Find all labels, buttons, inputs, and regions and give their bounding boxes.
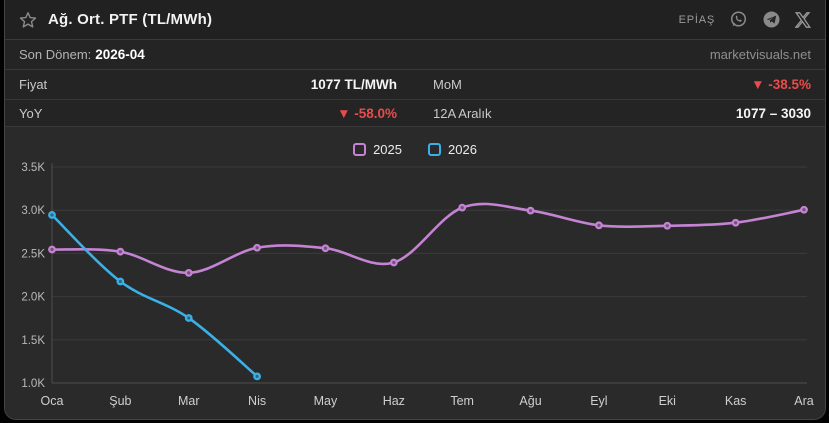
watermark-link[interactable]: marketvisuals.net <box>709 47 811 62</box>
subheader-row: Son Dönem: 2026-04 marketvisuals.net <box>5 40 825 70</box>
data-point-center <box>528 209 533 213</box>
yoy-value: ▼ -58.0% <box>337 105 397 121</box>
data-point-center <box>50 247 54 252</box>
data-point-center <box>187 271 191 275</box>
y-axis-tick: 3.5K <box>21 162 45 174</box>
legend-item-2026[interactable]: 2026 <box>428 142 477 157</box>
stats-row-1: Fiyat 1077 TL/MWh MoM ▼ -38.5% <box>5 70 825 100</box>
chart-panel: 2025 2026 1.0K 1.5K 2.0K 2.5K 3.0K 3.5K Oca Şub M… <box>5 127 825 419</box>
x-axis-label: Ağu <box>519 394 541 408</box>
stats-row-2: YoY ▼ -58.0% 12A Aralık 1077 – 3030 <box>5 100 825 127</box>
data-point-center <box>255 246 259 250</box>
source-label: EPİAŞ <box>678 13 715 26</box>
x-axis-label: Şub <box>109 394 131 408</box>
data-point-center <box>118 279 122 284</box>
data-point-center <box>734 221 738 225</box>
mom-label: MoM <box>433 77 462 92</box>
legend-label: 2026 <box>448 142 477 157</box>
range-label: 12A Aralık <box>433 105 492 121</box>
x-axis-label: Mar <box>178 394 200 408</box>
x-axis-label: Nis <box>248 394 266 408</box>
chart-svg[interactable]: 1.0K 1.5K 2.0K 2.5K 3.0K 3.5K Oca Şub Mar Nis May H… <box>5 157 826 419</box>
range-value: 1077 – 3030 <box>735 105 811 121</box>
data-point-center <box>323 246 328 250</box>
data-point-center <box>255 374 259 378</box>
chart-legend: 2025 2026 <box>5 127 825 157</box>
data-point-center <box>665 224 669 228</box>
legend-label: 2025 <box>373 142 402 157</box>
last-period-value: 2026-04 <box>95 47 145 62</box>
data-point-center <box>187 316 191 320</box>
x-axis-label: Tem <box>450 394 474 408</box>
telegram-share-icon[interactable] <box>762 10 781 29</box>
price-label: Fiyat <box>19 77 48 92</box>
series-line-2025 <box>50 202 806 275</box>
x-axis-label: Eyl <box>590 394 607 408</box>
data-point-center <box>118 250 122 254</box>
last-period-label: Son Dönem: <box>19 47 92 62</box>
x-axis-label: Eki <box>659 394 676 408</box>
series-line-2026 <box>50 213 259 378</box>
y-axis-tick: 2.0K <box>21 292 45 304</box>
y-axis-tick: 1.5K <box>21 335 45 347</box>
mom-value: ▼ -38.5% <box>751 77 811 92</box>
yoy-label: YoY <box>19 105 43 121</box>
x-axis-label: May <box>314 394 338 408</box>
card-header: Ağ. Ort. PTF (TL/MWh) EPİAŞ <box>5 0 825 40</box>
data-point-center <box>50 213 54 217</box>
y-axis-tick: 2.5K <box>21 248 45 260</box>
favorite-star-icon[interactable] <box>19 11 37 29</box>
data-point-center <box>802 208 806 212</box>
data-point-center <box>392 260 396 265</box>
x-axis-label: Kas <box>725 394 747 408</box>
legend-swatch-icon <box>428 143 441 156</box>
y-axis-tick: 3.0K <box>21 205 45 217</box>
last-period: Son Dönem: 2026-04 <box>19 47 145 62</box>
x-twitter-icon[interactable] <box>795 11 811 28</box>
data-point-center <box>460 206 464 210</box>
legend-item-2025[interactable]: 2025 <box>353 142 402 157</box>
page-title: Ağ. Ort. PTF (TL/MWh) <box>48 11 213 28</box>
price-value: 1077 TL/MWh <box>310 77 397 92</box>
chart-card: Ağ. Ort. PTF (TL/MWh) EPİAŞ <box>4 0 826 420</box>
x-axis-label: Oca <box>41 394 64 408</box>
legend-swatch-icon <box>353 143 367 156</box>
data-point-center <box>597 223 601 227</box>
x-axis-label: Haz <box>383 394 405 408</box>
x-axis-label: Ara <box>794 394 814 408</box>
y-axis-tick: 1.0K <box>21 378 45 390</box>
whatsapp-share-icon[interactable] <box>729 10 748 29</box>
